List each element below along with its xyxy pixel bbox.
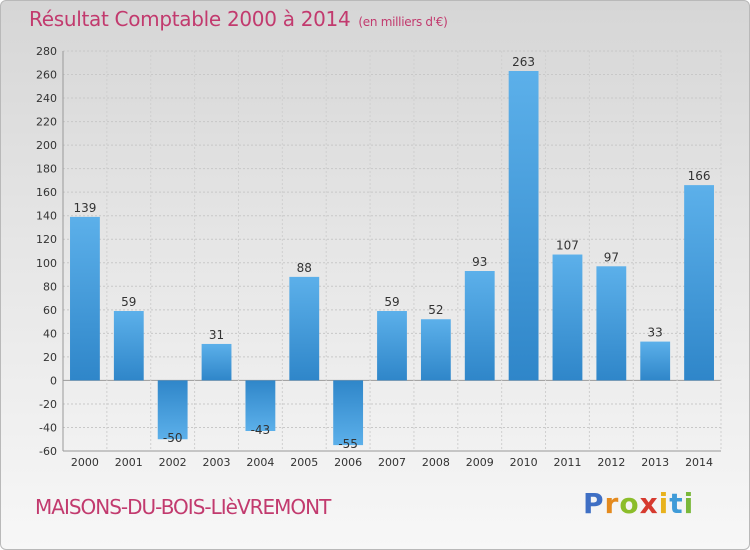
bar-2005 (289, 276, 320, 381)
x-tick-label-2012: 2012 (597, 456, 625, 469)
y-tick-label: 100 (36, 257, 57, 270)
y-tick-label: 40 (43, 327, 57, 340)
value-label-2000: 139 (73, 201, 96, 215)
chart-subtitle: (en milliers d'€) (358, 15, 448, 29)
bar-2009 (464, 271, 495, 381)
value-label-2014: 166 (688, 169, 711, 183)
bar-2000 (70, 216, 100, 381)
chart-title-text: Résultat Comptable 2000 à 2014 (29, 7, 351, 31)
y-tick-label: 160 (36, 186, 57, 199)
x-tick-label-2000: 2000 (71, 456, 99, 469)
bar-2014 (684, 185, 714, 381)
y-tick-label: 0 (50, 374, 57, 387)
brand-letter-2: o (619, 487, 640, 520)
x-tick-label-2007: 2007 (378, 456, 406, 469)
bar-2006 (333, 380, 364, 446)
value-label-2004: -43 (251, 423, 271, 437)
y-tick-label: 180 (36, 163, 57, 176)
value-label-2001: 59 (121, 295, 136, 309)
value-label-2002: -50 (163, 431, 183, 445)
value-label-2011: 107 (556, 239, 579, 253)
x-tick-label-2009: 2009 (466, 456, 494, 469)
x-tick-label-2008: 2008 (422, 456, 450, 469)
x-tick-label-2011: 2011 (553, 456, 581, 469)
brand-letter-3: x (639, 487, 659, 520)
brand-letter-6: i (683, 487, 695, 520)
value-labels: 139 59 -50 31 -43 88 -55 59 52 93 263 107 97 33 166 (73, 55, 710, 451)
y-tick-label: 60 (43, 304, 57, 317)
brand-logo: Proxiti (583, 487, 694, 520)
chart-title: Résultat Comptable 2000 à 2014 (en millie… (29, 7, 448, 31)
y-tick-label: -40 (39, 421, 57, 434)
bars (70, 71, 714, 446)
brand-letter-5: t (669, 487, 684, 520)
x-tick-label-2014: 2014 (685, 456, 713, 469)
bar-2010 (508, 71, 539, 381)
brand-letter-0: P (583, 487, 605, 520)
value-label-2010: 263 (512, 55, 535, 69)
x-tick-label-2013: 2013 (641, 456, 669, 469)
value-label-2003: 31 (209, 328, 224, 342)
bar-2011 (552, 254, 583, 381)
x-tick-label-2004: 2004 (246, 456, 274, 469)
y-tick-label: -60 (39, 445, 57, 458)
value-label-2012: 97 (604, 250, 619, 264)
value-label-2006: -55 (338, 437, 358, 451)
y-tick-label: 120 (36, 233, 57, 246)
y-tick-label: -20 (39, 398, 57, 411)
value-label-2005: 88 (297, 261, 312, 275)
y-tick-label: 80 (43, 280, 57, 293)
x-tick-label-2006: 2006 (334, 456, 362, 469)
x-tick-label-2010: 2010 (510, 456, 538, 469)
value-label-2013: 33 (648, 326, 663, 340)
bar-2007 (377, 311, 407, 381)
y-tick-label: 20 (43, 351, 57, 364)
y-tick-label: 240 (36, 92, 57, 105)
x-tick-label-2003: 2003 (203, 456, 231, 469)
bar-2013 (640, 341, 671, 381)
x-tick-label-2001: 2001 (115, 456, 143, 469)
value-label-2007: 59 (384, 295, 399, 309)
brand-letter-1: r (604, 487, 620, 520)
y-axis-ticks: -60 -40 -20 0 20 40 60 80 100 120 140 160 180 200 220 2… (36, 45, 57, 458)
bar-2002 (157, 380, 188, 440)
bar-2008 (420, 319, 451, 381)
bar-2004 (245, 380, 276, 431)
y-tick-label: 220 (36, 116, 57, 129)
x-axis-ticks: 2000 2001 2002 2003 2004 2005 2006 2007 2008 2009… (71, 456, 713, 469)
y-tick-label: 140 (36, 210, 57, 223)
value-label-2009: 93 (472, 255, 487, 269)
brand-letter-4: i (658, 487, 670, 520)
location-name: MAISONS-DU-BOIS-LIèVREMONT (35, 495, 331, 519)
x-tick-label-2002: 2002 (159, 456, 187, 469)
y-tick-label: 200 (36, 139, 57, 152)
value-label-2008: 52 (428, 303, 443, 317)
x-tick-label-2005: 2005 (290, 456, 318, 469)
y-tick-label: 280 (36, 45, 57, 58)
y-tick-label: 260 (36, 69, 57, 82)
bar-2012 (596, 266, 627, 381)
bar-2003 (201, 343, 232, 381)
bar-2001 (113, 311, 144, 381)
